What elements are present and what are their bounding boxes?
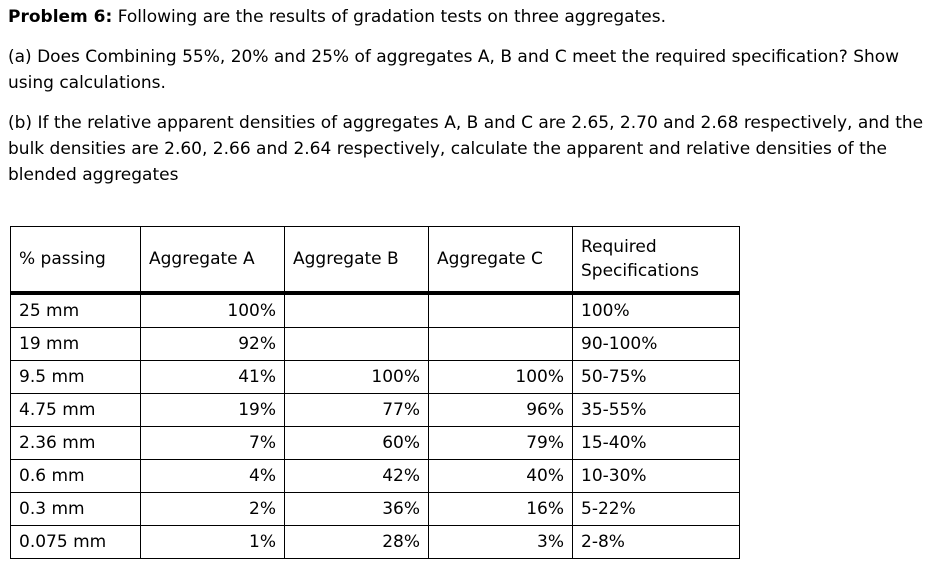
- header-required: Required: [581, 237, 657, 257]
- aggregate-b-cell: 100%: [284, 360, 429, 394]
- aggregate-a-cell: 7%: [140, 426, 285, 460]
- aggregate-c-cell: 3%: [428, 525, 573, 559]
- sieve-size-cell: 19 mm: [10, 327, 141, 361]
- header-aggregate-c: Aggregate C: [428, 226, 573, 293]
- specification-cell: 15-40%: [572, 426, 740, 460]
- table-row: 19 mm 92% 90-100%: [10, 327, 740, 361]
- aggregate-b-cell: [284, 327, 429, 361]
- specification-cell: 2-8%: [572, 525, 740, 559]
- table-row: 0.075 mm 1% 28% 3% 2-8%: [10, 525, 740, 559]
- table-row: 0.3 mm 2% 36% 16% 5-22%: [10, 492, 740, 526]
- aggregate-c-cell: [428, 294, 573, 328]
- aggregate-c-cell: 79%: [428, 426, 573, 460]
- aggregate-a-cell: 100%: [140, 294, 285, 328]
- specification-cell: 100%: [572, 294, 740, 328]
- problem-title-label: Problem 6:: [8, 7, 113, 27]
- aggregate-b-cell: 36%: [284, 492, 429, 526]
- aggregate-b-cell: 77%: [284, 393, 429, 427]
- header-aggregate-b: Aggregate B: [284, 226, 429, 293]
- header-aggregate-a: Aggregate A: [140, 226, 285, 293]
- table-row: 25 mm 100% 100%: [10, 294, 740, 328]
- aggregate-a-cell: 2%: [140, 492, 285, 526]
- sieve-size-cell: 0.075 mm: [10, 525, 141, 559]
- aggregate-b-cell: 60%: [284, 426, 429, 460]
- problem-title: Problem 6: Following are the results of …: [8, 4, 934, 30]
- question-b: (b) If the relative apparent densities o…: [8, 113, 924, 185]
- aggregate-c-cell: 16%: [428, 492, 573, 526]
- aggregate-c-cell: 96%: [428, 393, 573, 427]
- aggregate-b-cell: 42%: [284, 459, 429, 493]
- sieve-size-cell: 25 mm: [10, 294, 141, 328]
- table-row: 4.75 mm 19% 77% 96% 35-55%: [10, 393, 740, 427]
- sieve-size-cell: 9.5 mm: [10, 360, 141, 394]
- aggregate-c-cell: 100%: [428, 360, 573, 394]
- aggregate-a-cell: 19%: [140, 393, 285, 427]
- aggregate-b-cell: [284, 294, 429, 328]
- table-row: 9.5 mm 41% 100% 100% 50-75%: [10, 360, 740, 394]
- problem-text: Problem 6: Following are the results of …: [8, 4, 934, 188]
- sieve-size-cell: 0.6 mm: [10, 459, 141, 493]
- aggregate-b-cell: 28%: [284, 525, 429, 559]
- sieve-size-cell: 4.75 mm: [10, 393, 141, 427]
- header-required-specifications: Required Specifications: [572, 226, 740, 293]
- table-row: 0.6 mm 4% 42% 40% 10-30%: [10, 459, 740, 493]
- aggregate-a-cell: 41%: [140, 360, 285, 394]
- problem-title-text: Following are the results of gradation t…: [112, 7, 666, 27]
- question-a: (a) Does Combining 55%, 20% and 25% of a…: [8, 47, 900, 93]
- aggregate-c-cell: 40%: [428, 459, 573, 493]
- aggregate-a-cell: 1%: [140, 525, 285, 559]
- gradation-table: % passing Aggregate A Aggregate B Aggreg…: [10, 226, 740, 559]
- sieve-size-cell: 2.36 mm: [10, 426, 141, 460]
- sieve-size-cell: 0.3 mm: [10, 492, 141, 526]
- specification-cell: 35-55%: [572, 393, 740, 427]
- specification-cell: 5-22%: [572, 492, 740, 526]
- table-row: 2.36 mm 7% 60% 79% 15-40%: [10, 426, 740, 460]
- aggregate-a-cell: 92%: [140, 327, 285, 361]
- table-header-row: % passing Aggregate A Aggregate B Aggreg…: [10, 226, 740, 293]
- specification-cell: 50-75%: [572, 360, 740, 394]
- aggregate-c-cell: [428, 327, 573, 361]
- specification-cell: 90-100%: [572, 327, 740, 361]
- header-percent-passing: % passing: [10, 226, 141, 293]
- aggregate-a-cell: 4%: [140, 459, 285, 493]
- header-specifications: Specifications: [581, 261, 700, 281]
- specification-cell: 10-30%: [572, 459, 740, 493]
